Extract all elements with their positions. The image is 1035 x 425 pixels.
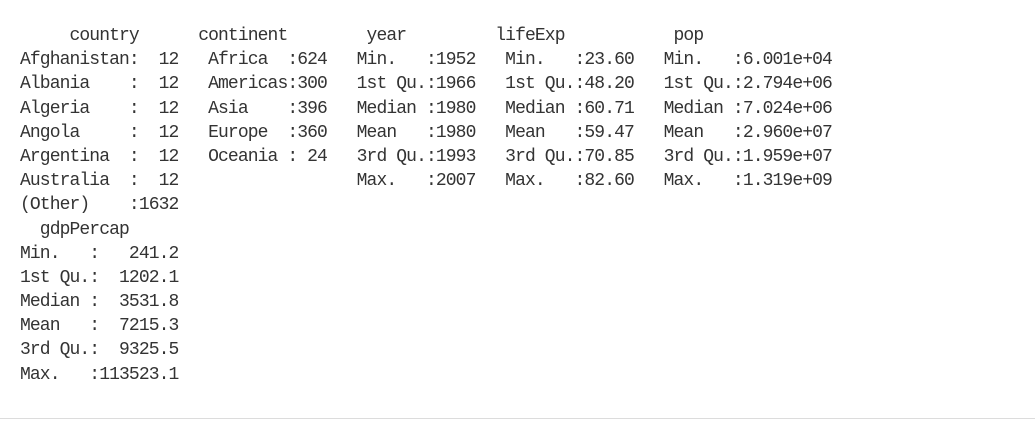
console-output: country continent year lifeExp pop Afgha…: [20, 24, 1020, 387]
summary-header-row: country continent year lifeExp pop: [20, 26, 705, 46]
summary-row: Albania : 12 Americas:300 1st Qu.:1966 1…: [20, 74, 833, 95]
gdp-row: Mean : 7215.3: [20, 316, 179, 337]
gdp-row: 1st Qu.: 1202.1: [20, 267, 179, 288]
gdp-row: Min. : 241.2: [20, 243, 179, 264]
summary-row: Australia : 12 Max. :2007 Max. :82.60 Ma…: [20, 171, 833, 192]
divider: [0, 418, 1035, 419]
summary-row: (Other) :1632: [20, 195, 179, 216]
summary-row: Afghanistan: 12 Africa :624 Min. :1952 M…: [20, 50, 833, 71]
gdp-row: 3rd Qu.: 9325.5: [20, 340, 179, 361]
gdp-header-row: gdpPercap: [20, 219, 130, 240]
gdp-row: Max. :113523.1: [20, 364, 179, 385]
summary-row: Argentina : 12 Oceania : 24 3rd Qu.:1993…: [20, 146, 833, 167]
summary-row: Algeria : 12 Asia :396 Median :1980 Medi…: [20, 98, 833, 119]
summary-row: Angola : 12 Europe :360 Mean :1980 Mean …: [20, 122, 833, 143]
gdp-row: Median : 3531.8: [20, 292, 179, 313]
